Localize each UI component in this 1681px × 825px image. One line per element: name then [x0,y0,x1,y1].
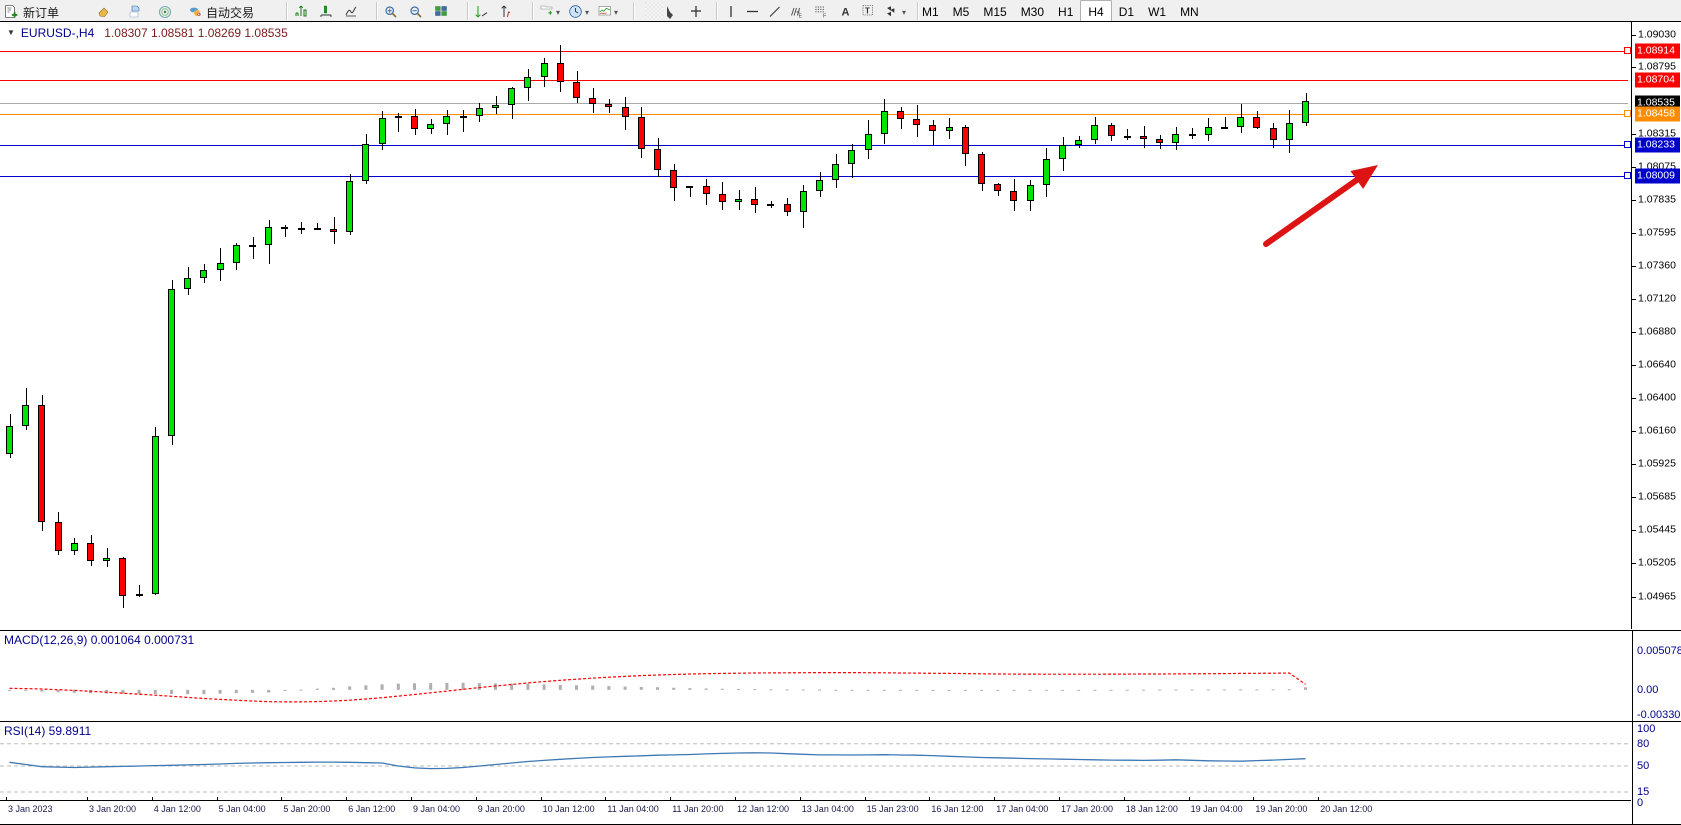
svg-text:T: T [865,6,870,15]
svg-text:F: F [823,13,827,19]
svg-text:E: E [799,13,803,19]
svg-text:A: A [842,7,850,19]
